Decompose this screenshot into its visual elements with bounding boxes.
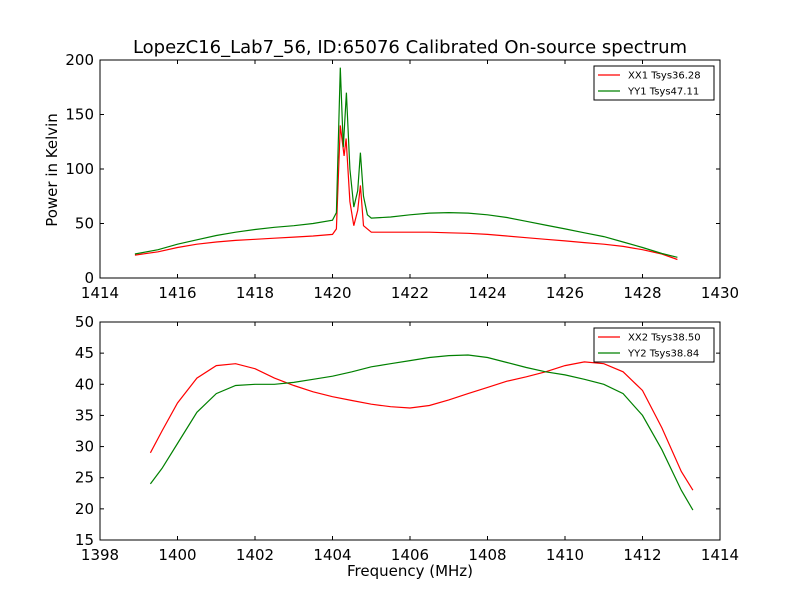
top-plot: 1414 1416 1418 1420 1422 1424 1426 1428 1430 0 50 1… [65, 51, 739, 302]
x-tick-label: 1414 [701, 546, 739, 564]
x-tick-label: 1428 [623, 284, 661, 302]
y-tick-label: 30 [75, 438, 94, 456]
bottom-plot: 1398 1400 1402 1404 1406 1408 1410 1412 1414 15 20… [75, 313, 739, 564]
x-tick-label: 1408 [468, 546, 506, 564]
x-tick-label: 1400 [158, 546, 196, 564]
x-tick-label: 1416 [158, 284, 196, 302]
y-tick-label: 25 [75, 469, 94, 487]
x-tick-label: 1430 [701, 284, 739, 302]
x-tick-label: 1404 [313, 546, 351, 564]
legend-box [593, 65, 715, 101]
y-tick-label: 40 [75, 375, 94, 393]
y-tick-label: 100 [65, 160, 94, 178]
x-tick-label: 1410 [546, 546, 584, 564]
legend-label: XX2 Tsys38.50 [628, 333, 701, 344]
y-tick-label: 35 [75, 406, 94, 424]
x-tick-label: 1398 [81, 546, 119, 564]
series-line-1-1 [134, 125, 678, 261]
y-tick-label: 45 [75, 344, 94, 362]
y-tick-label: 15 [75, 531, 94, 549]
y-tick-label: 0 [84, 269, 94, 287]
y-tick-label: 200 [65, 51, 94, 69]
series-line-1-2 [134, 67, 678, 258]
bottom-x-axis-label: Frequency (MHz) [347, 562, 473, 580]
x-tick-label: 1406 [391, 546, 429, 564]
series-line-2-1 [149, 361, 694, 491]
y-tick-label: 150 [65, 106, 94, 124]
top-y-axis-label: Power in Kelvin [43, 113, 61, 227]
x-tick-label: 1418 [236, 284, 274, 302]
chart-title: LopezC16_Lab7_56, ID:65076 Calibrated On… [133, 37, 687, 58]
x-tick-label: 1420 [313, 284, 351, 302]
x-tick-label: 1426 [546, 284, 584, 302]
y-tick-label: 50 [75, 215, 94, 233]
x-tick-label: 1422 [391, 284, 429, 302]
y-tick-label: 20 [75, 500, 94, 518]
x-tick-label: 1424 [468, 284, 506, 302]
legend-label: YY2 Tsys38.84 [627, 349, 699, 360]
x-tick-label: 1414 [81, 284, 119, 302]
y-tick-label: 50 [75, 313, 94, 331]
legend-label: XX1 Tsys36.28 [628, 71, 701, 82]
x-tick-label: 1402 [236, 546, 274, 564]
series-line-2-2 [149, 354, 694, 511]
x-tick-label: 1412 [623, 546, 661, 564]
legend-label: YY1 Tsys47.11 [627, 87, 699, 98]
legend-box [593, 327, 715, 363]
